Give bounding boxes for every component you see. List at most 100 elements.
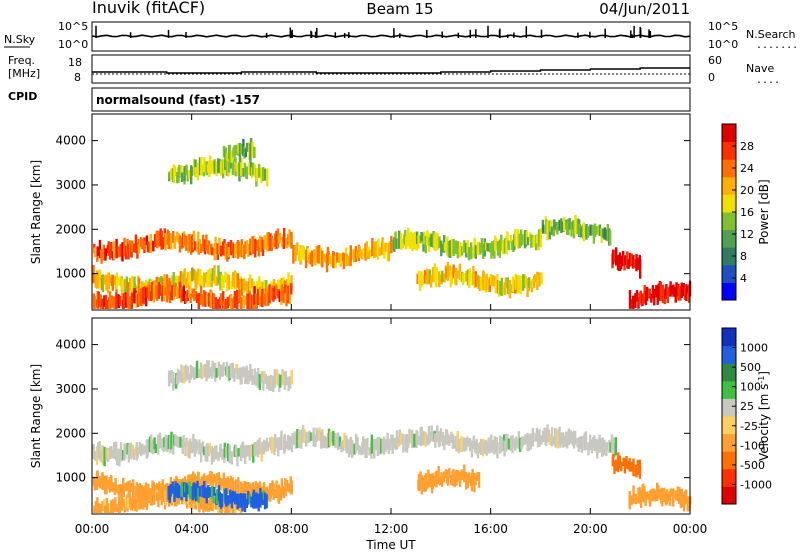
- scatter-cell: [229, 240, 233, 256]
- scatter-cell: [107, 272, 110, 289]
- scatter-cell: [630, 253, 633, 267]
- scatter-cell: [285, 440, 288, 450]
- scatter-cell: [402, 433, 405, 453]
- power-y-ticks: 1000 2000 3000 4000: [55, 134, 690, 281]
- scatter-cell: [432, 431, 435, 442]
- scatter-cell: [443, 273, 446, 283]
- scatter-cell: [278, 290, 281, 302]
- scatter-cell: [634, 495, 638, 505]
- scatter-cell: [102, 498, 106, 511]
- scatter-cell: [476, 443, 480, 459]
- scatter-cell: [485, 273, 488, 290]
- scatter-cell: [186, 272, 189, 288]
- scatter-cell: [273, 233, 277, 248]
- scatter-cell: [189, 293, 192, 304]
- scatter-cell: [539, 228, 542, 248]
- scatter-cell: [193, 288, 196, 302]
- scatter-cell: [312, 427, 315, 447]
- scatter-cell: [545, 429, 548, 446]
- scatter-cell: [582, 222, 586, 242]
- scatter-cell: [186, 289, 189, 301]
- scatter-cell: [383, 243, 386, 259]
- scatter-cell: [112, 241, 116, 260]
- scatter-cell: [172, 437, 175, 455]
- scatter-cell: [173, 287, 176, 300]
- scatter-cell: [435, 266, 438, 282]
- scatter-cell: [130, 482, 133, 493]
- scatter-cell: [92, 444, 95, 460]
- scatter-cell: [685, 489, 688, 504]
- scatter-cell: [115, 272, 118, 290]
- scatter-cell: [168, 171, 171, 180]
- scatter-cell: [260, 371, 263, 384]
- scatter-cell: [301, 424, 305, 443]
- scatter-cell: [635, 467, 638, 478]
- scatter-cell: [314, 434, 317, 447]
- scatter-cell: [175, 494, 178, 507]
- scatter-cell: [200, 369, 204, 380]
- scatter-cell: [243, 162, 247, 175]
- scatter-cell: [612, 249, 615, 265]
- scatter-cell: [424, 235, 427, 254]
- scatter-cell: [255, 493, 258, 507]
- scatter-cell: [227, 503, 230, 513]
- scatter-cell: [258, 169, 261, 178]
- scatter-cell: [176, 436, 180, 448]
- scatter-cell: [553, 219, 556, 230]
- scatter-cell: [526, 278, 529, 297]
- scatter-cell: [240, 367, 243, 385]
- scatter-cell: [167, 434, 170, 450]
- y-tick-label: 1000: [55, 471, 86, 485]
- colorbar-tick-label: 16: [740, 206, 754, 219]
- scatter-cell: [229, 475, 233, 494]
- date-title: 04/Jun/2011: [599, 0, 690, 18]
- scatter-cell: [214, 236, 217, 254]
- scatter-cell: [606, 224, 609, 242]
- x-tick-label: 20:00: [573, 522, 608, 536]
- scatter-cell: [93, 505, 96, 513]
- scatter-cell: [482, 271, 485, 291]
- scatter-cell: [265, 494, 268, 509]
- scatter-cell: [231, 298, 234, 309]
- scatter-cell: [255, 167, 259, 182]
- scatter-cell: [509, 435, 513, 452]
- scatter-cell: [128, 296, 131, 309]
- scatter-cell: [209, 470, 212, 486]
- scatter-cell: [183, 234, 186, 246]
- scatter-cell: [563, 217, 566, 232]
- scatter-cell: [480, 277, 483, 291]
- scatter-cell: [612, 453, 615, 466]
- scatter-cell: [441, 431, 444, 446]
- scatter-cell: [245, 444, 248, 457]
- scatter-cell: [120, 495, 124, 511]
- scatter-cell: [232, 480, 235, 494]
- scatter-cell: [206, 443, 209, 462]
- scatter-cell: [460, 246, 464, 256]
- scatter-cell: [466, 240, 469, 254]
- scatter-cell: [236, 299, 239, 309]
- scatter-cell: [309, 432, 313, 441]
- scatter-cell: [277, 484, 281, 504]
- scatter-cell: [101, 473, 105, 490]
- scatter-cell: [228, 154, 231, 173]
- scatter-cell: [261, 281, 265, 292]
- scatter-cell: [642, 293, 645, 305]
- scatter-cell: [648, 288, 651, 299]
- scatter-cell: [675, 491, 678, 501]
- scatter-cell: [243, 245, 246, 260]
- scatter-cell: [450, 267, 454, 284]
- scatter-cell: [182, 435, 185, 448]
- scatter-cell: [190, 366, 194, 378]
- scatter-cell: [208, 268, 212, 288]
- scatter-cell: [628, 491, 631, 510]
- scatter-cell: [146, 439, 149, 457]
- scatter-cell: [632, 295, 635, 309]
- scatter-cell: [402, 238, 405, 249]
- colorbar-segment: [722, 451, 736, 470]
- scatter-cell: [503, 282, 506, 296]
- scatter-cell: [345, 253, 349, 267]
- scatter-cell: [601, 437, 604, 457]
- scatter-cell: [165, 484, 168, 502]
- scatter-cell: [195, 476, 198, 485]
- scatter-cell: [140, 288, 143, 307]
